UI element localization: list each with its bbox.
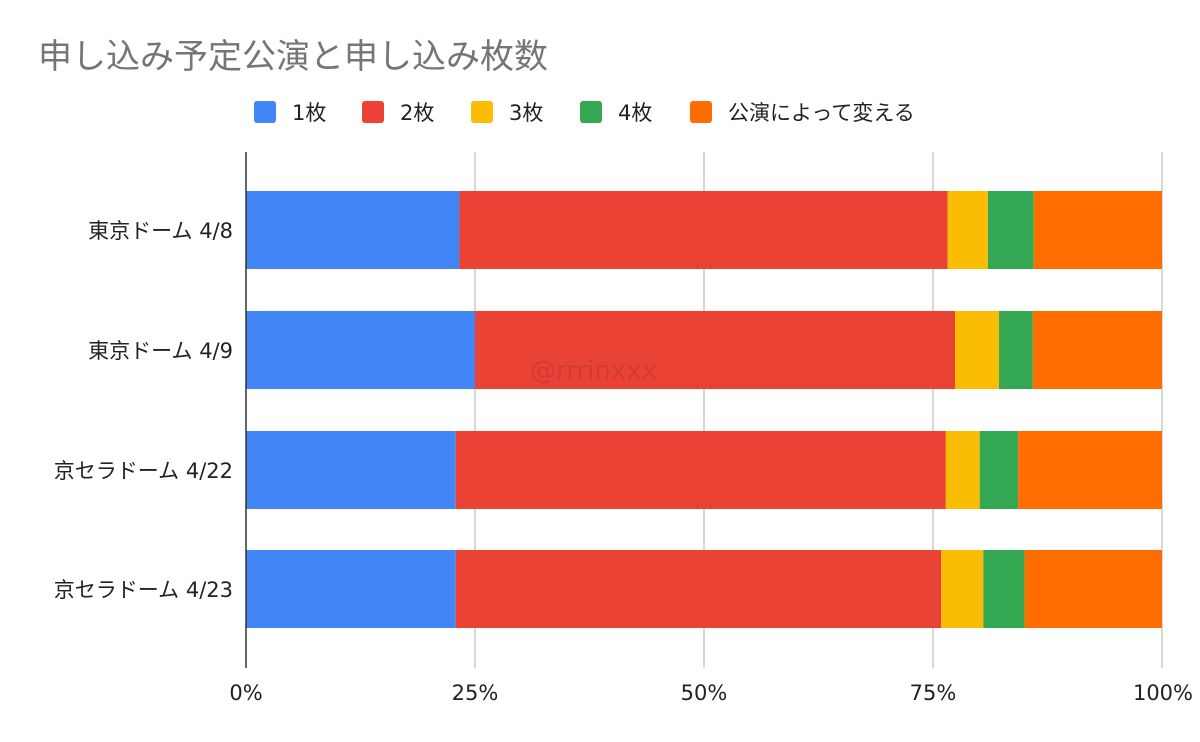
x-tick-labels: 0% 25% 50% 75% 100% [229, 681, 1193, 705]
legend-label: 4枚 [618, 101, 652, 125]
category-label: 東京ドーム 4/8 [88, 219, 233, 243]
legend-label: 2枚 [400, 101, 434, 125]
legend-label: 3枚 [509, 101, 543, 125]
bar-segment [987, 191, 1034, 269]
legend-swatch [580, 101, 602, 123]
legend-swatch [362, 101, 384, 123]
bar-segment [945, 431, 980, 509]
bar-segment [954, 311, 999, 389]
bar-segment [1032, 311, 1162, 389]
bar-segment [246, 311, 475, 389]
legend-label: 公演によって変える [728, 101, 915, 125]
x-tick-label: 50% [681, 681, 728, 705]
bar-segment [983, 550, 1025, 628]
x-tick-label: 100% [1133, 681, 1193, 705]
bars [246, 191, 1162, 628]
bar-segment [1033, 191, 1162, 269]
bar-segment [246, 191, 460, 269]
category-label: 東京ドーム 4/9 [88, 339, 233, 363]
bar-segment [947, 191, 988, 269]
legend-swatch [254, 101, 276, 123]
bar-segment [455, 550, 942, 628]
watermark: @rrrinxxx [530, 356, 657, 386]
x-tick-label: 75% [910, 681, 957, 705]
category-label: 京セラドーム 4/22 [54, 459, 233, 483]
bar-segment [475, 311, 955, 389]
bar-segment [1018, 431, 1162, 509]
category-label: 京セラドーム 4/23 [54, 578, 233, 602]
x-tick-label: 25% [452, 681, 499, 705]
chart-title: 申し込み予定公演と申し込み枚数 [38, 37, 548, 77]
x-tick-label: 0% [229, 681, 262, 705]
bar-segment [459, 191, 948, 269]
bar-segment [246, 550, 456, 628]
bar-segment [1024, 550, 1162, 628]
legend-swatch [471, 101, 493, 123]
legend-label: 1枚 [292, 101, 326, 125]
bar-segment [998, 311, 1033, 389]
legend-swatch [690, 101, 712, 123]
legend: 1枚 2枚 3枚 4枚 公演によって変える [254, 101, 915, 125]
bar-segment [455, 431, 946, 509]
category-labels: 東京ドーム 4/8 東京ドーム 4/9 京セラドーム 4/22 京セラドーム 4/23 [54, 219, 233, 602]
bar-segment [979, 431, 1019, 509]
bar-segment [246, 431, 456, 509]
bar-segment [941, 550, 984, 628]
